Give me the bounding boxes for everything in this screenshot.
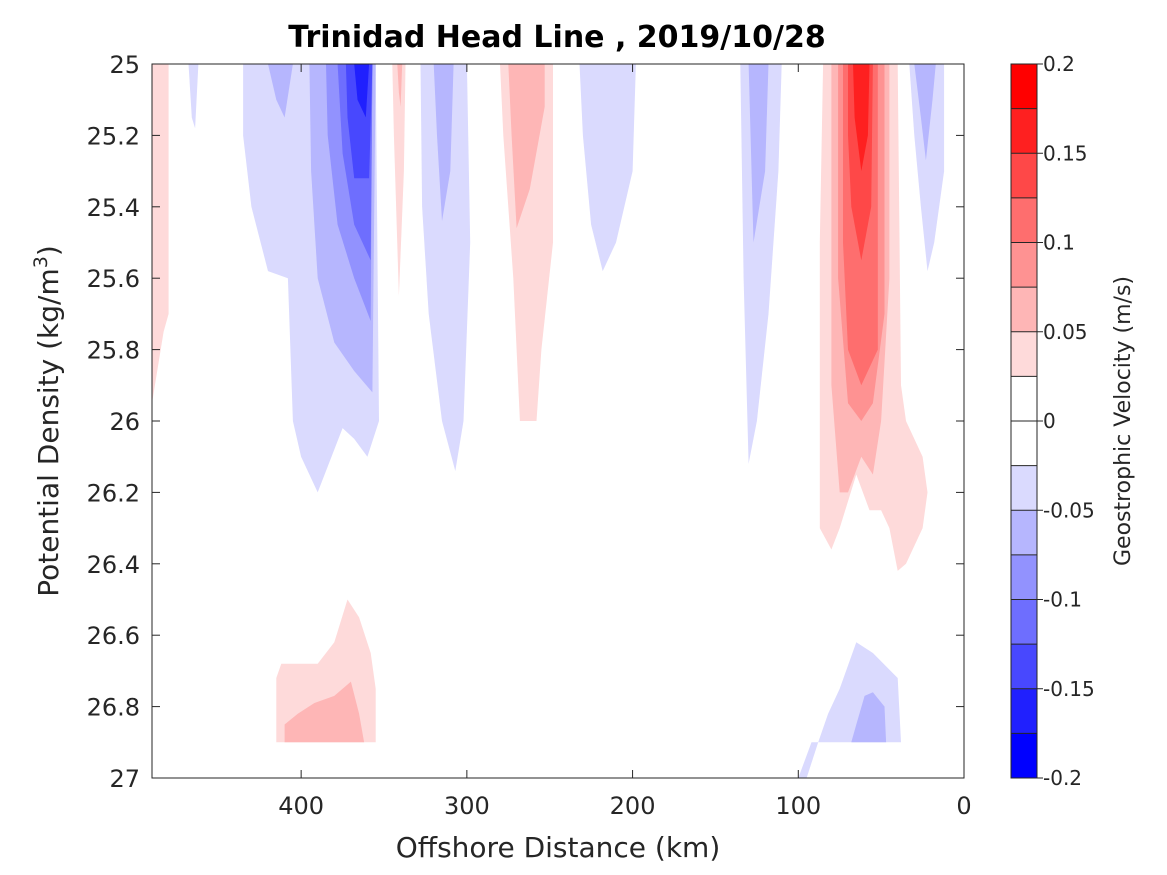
colorbar-tick-label: -0.05 (1043, 498, 1095, 522)
colorbar-bin (1011, 331, 1037, 377)
x-tick-label: 100 (775, 792, 821, 820)
colorbar-bin (1011, 554, 1037, 600)
y-axis-label-superscript: 3 (30, 256, 52, 268)
colorbar-bin (1011, 421, 1037, 466)
y-tick-label: 26.6 (87, 622, 140, 650)
x-axis-label: Offshore Distance (km) (396, 831, 721, 864)
colorbar-bin (1011, 688, 1037, 734)
colorbar-bin (1011, 64, 1037, 109)
contour-region-16 (740, 64, 782, 464)
colorbar-bin (1011, 510, 1037, 555)
y-tick-label: 26.8 (87, 694, 140, 722)
contour-region-24 (909, 64, 945, 272)
y-tick-label: 25.4 (87, 194, 140, 222)
y-tick-label: 26.2 (87, 479, 140, 507)
x-tick-label: 400 (278, 792, 324, 820)
colorbar-bin (1011, 108, 1037, 154)
y-tick-label: 25.2 (87, 122, 140, 150)
colorbar-tick-label: 0.15 (1043, 141, 1088, 165)
colorbar-label: Geostrophic Velocity (m/s) (1111, 276, 1136, 566)
colorbar-bins (1011, 64, 1037, 778)
contour-region-3 (268, 64, 293, 118)
colorbar-tick-label: 0.05 (1043, 320, 1088, 344)
colorbar-tick-label: 0.2 (1043, 52, 1075, 76)
contour-region-28 (798, 642, 901, 778)
contour-region-12 (433, 64, 454, 222)
y-tick-label: 26 (109, 408, 140, 436)
y-axis: 25 25.2 25.4 25.6 25.8 26 26.2 26.4 26.6 26.8 27 (87, 51, 964, 793)
colorbar-bin (1011, 287, 1037, 332)
y-axis-label-main: Potential Density (kg/m (32, 268, 65, 597)
colorbar-bin (1011, 644, 1037, 689)
colorbar-bin (1011, 733, 1037, 778)
y-tick-label: 26.4 (87, 551, 140, 579)
y-axis-label-close: ) (32, 245, 65, 256)
colorbar-bin (1011, 599, 1037, 645)
contour-region-25 (914, 64, 936, 161)
contour-region-0 (152, 64, 169, 404)
colorbar: 0.2 0.15 0.1 0.05 0 -0.05 -0.1 -0.15 -0.2 (1010, 52, 1095, 790)
colorbar-tick-label: -0.2 (1043, 766, 1082, 790)
x-tick-label: 200 (610, 792, 656, 820)
colorbar-bin (1011, 376, 1037, 421)
colorbar-bin (1011, 197, 1037, 243)
contour-region-14 (508, 64, 545, 229)
x-tick-label: 300 (444, 792, 490, 820)
y-tick-label: 25 (109, 51, 140, 79)
colorbar-tick-label: 0.1 (1043, 231, 1075, 255)
x-axis: 400 300 200 100 0 (278, 64, 972, 820)
y-axis-label: Potential Density (kg/m3) (30, 245, 65, 597)
y-tick-label: 25.6 (87, 265, 140, 293)
y-tick-label: 25.8 (87, 337, 140, 365)
colorbar-bin (1011, 153, 1037, 198)
colorbar-tick-label: -0.15 (1043, 677, 1095, 701)
contour-region-10 (397, 64, 403, 107)
x-tick-label: 0 (956, 792, 971, 820)
contour-region-27 (284, 681, 365, 743)
colorbar-tick-label: 0 (1043, 409, 1056, 433)
contour-region-1 (188, 64, 199, 129)
plot-area (151, 63, 965, 779)
contour-region-9 (392, 64, 406, 296)
contour-region-29 (851, 692, 887, 743)
y-tick-label: 27 (109, 765, 140, 793)
contour-layer (152, 64, 945, 778)
colorbar-tick-label: -0.1 (1043, 588, 1082, 612)
colorbar-ticks: 0.2 0.15 0.1 0.05 0 -0.05 -0.1 -0.15 -0.2 (1037, 52, 1095, 790)
contour-region-17 (748, 64, 769, 243)
contour-region-23 (853, 64, 870, 172)
contour-region-8 (354, 64, 370, 118)
colorbar-bin (1011, 465, 1037, 511)
contour-region-15 (579, 64, 636, 272)
colorbar-bin (1011, 242, 1037, 288)
contour-region-11 (420, 64, 471, 471)
chart-title: Trinidad Head Line , 2019/10/28 (288, 20, 825, 55)
